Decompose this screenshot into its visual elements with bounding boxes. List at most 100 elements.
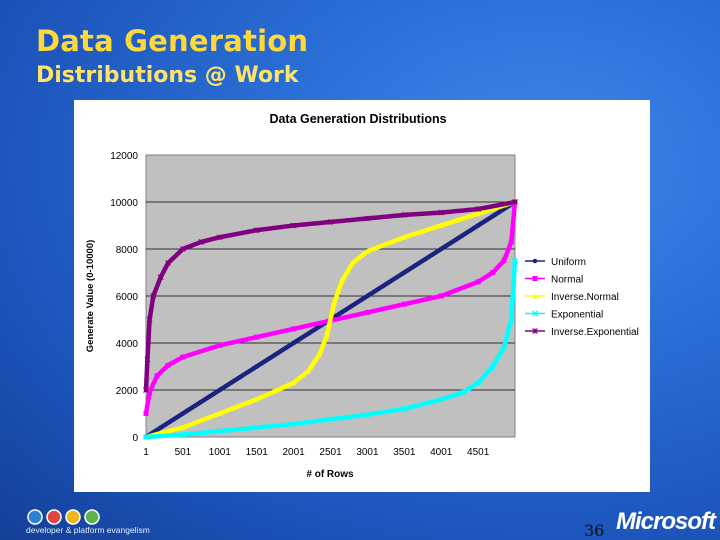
- data-point: [364, 309, 370, 315]
- windows-badge-icon: [27, 509, 43, 525]
- data-point: [179, 431, 186, 438]
- data-point: [401, 405, 408, 412]
- legend-item-inverse-exponential: Inverse.Exponential: [525, 327, 639, 338]
- bulb-badge-icon: [65, 509, 81, 525]
- microsoft-logo: Microsoft: [616, 508, 716, 535]
- data-point: [254, 396, 260, 402]
- chat-badge-icon: [84, 509, 100, 525]
- data-point: [217, 342, 223, 348]
- data-point: [490, 270, 496, 275]
- data-point: [253, 227, 260, 234]
- series-inverse-exponential: [143, 199, 518, 393]
- data-point: [327, 219, 334, 225]
- data-point: [144, 356, 151, 363]
- chart-panel: Data Generation Distributions 0 2000 4000 6…: [74, 100, 650, 492]
- series-layer: [143, 199, 518, 440]
- data-point: [401, 234, 407, 240]
- data-point: [512, 257, 518, 264]
- legend: Uniform Normal Inverse.Normal Exponential In…: [525, 257, 639, 338]
- data-point: [305, 368, 311, 374]
- legend-marker: [532, 310, 538, 317]
- distribution-chart: Data Generation Distributions 0 2000 4000 6…: [85, 112, 639, 480]
- series-exponential: [143, 257, 518, 440]
- data-point: [327, 317, 333, 322]
- x-tick-label: 501: [175, 447, 192, 458]
- data-point: [143, 434, 149, 440]
- legend-item-uniform: Uniform: [525, 257, 586, 268]
- legend-marker: [532, 328, 538, 334]
- data-point: [331, 300, 337, 306]
- legend-label: Inverse.Normal: [551, 292, 619, 303]
- legend-marker: [532, 293, 538, 299]
- data-point: [154, 373, 160, 379]
- data-point: [475, 206, 482, 212]
- data-point: [438, 223, 444, 228]
- data-point: [290, 421, 297, 428]
- data-point: [150, 293, 157, 299]
- legend-item-normal: Normal: [525, 275, 583, 286]
- data-point: [179, 246, 186, 252]
- legend-marker: [532, 276, 538, 281]
- data-point: [401, 212, 408, 218]
- legend-item-exponential: Exponential: [525, 310, 603, 321]
- x-tick-label: 4001: [430, 447, 453, 458]
- data-point: [324, 333, 330, 339]
- data-point: [364, 215, 371, 222]
- data-point: [364, 248, 370, 254]
- data-point: [365, 293, 370, 299]
- data-point: [402, 270, 407, 275]
- x-tick-label: 3501: [393, 447, 416, 458]
- x-tick-label: 1: [143, 447, 149, 458]
- data-point: [316, 352, 322, 358]
- y-tick-label: 12000: [110, 151, 138, 162]
- data-point: [438, 209, 445, 216]
- legend-label: Uniform: [551, 257, 586, 268]
- data-point: [216, 428, 223, 435]
- data-point: [401, 301, 407, 307]
- data-point: [291, 340, 296, 346]
- page-number: 36: [584, 521, 605, 540]
- data-point: [475, 223, 481, 228]
- data-point: [165, 362, 171, 368]
- legend-item-inverse-normal: Inverse.Normal: [525, 292, 619, 303]
- legend-label: Exponential: [551, 310, 603, 321]
- data-point: [291, 380, 297, 386]
- data-point: [180, 411, 186, 416]
- legend-label: Normal: [551, 275, 583, 286]
- data-point: [508, 239, 514, 245]
- legend-label: Inverse.Exponential: [551, 327, 639, 338]
- y-tick-label: 4000: [116, 339, 139, 350]
- data-point: [460, 389, 467, 396]
- x-tick-label: 1001: [209, 447, 232, 458]
- data-point: [438, 246, 444, 252]
- data-point: [143, 387, 149, 393]
- data-point: [216, 234, 223, 241]
- data-point: [501, 258, 507, 264]
- data-point: [350, 260, 356, 266]
- grid-lines: [146, 201, 515, 391]
- data-point: [198, 239, 205, 245]
- data-point: [165, 260, 171, 267]
- x-tick-label: 2001: [283, 447, 306, 458]
- series-line-exponential: [143, 258, 518, 440]
- y-tick-label: 10000: [110, 198, 138, 209]
- x-tick-label: 1501: [246, 447, 269, 458]
- data-point: [254, 364, 259, 369]
- data-point: [146, 316, 153, 323]
- data-point: [438, 293, 444, 299]
- data-point: [512, 199, 518, 205]
- data-point: [508, 316, 515, 323]
- slide-subtitle: Distributions @ Work: [36, 63, 299, 88]
- data-point: [364, 411, 371, 418]
- x-tick-label: 2501: [319, 447, 342, 458]
- chart-title: Data Generation Distributions: [269, 112, 446, 126]
- y-tick-label: 0: [132, 433, 138, 444]
- dpe-footer-logo: developer & platform evangelism: [26, 509, 150, 535]
- data-point: [327, 416, 334, 423]
- data-point: [489, 363, 496, 370]
- series-inverse-normal: [143, 199, 518, 440]
- x-tick-label: 3001: [356, 447, 379, 458]
- data-point: [180, 425, 186, 431]
- data-point: [475, 211, 481, 217]
